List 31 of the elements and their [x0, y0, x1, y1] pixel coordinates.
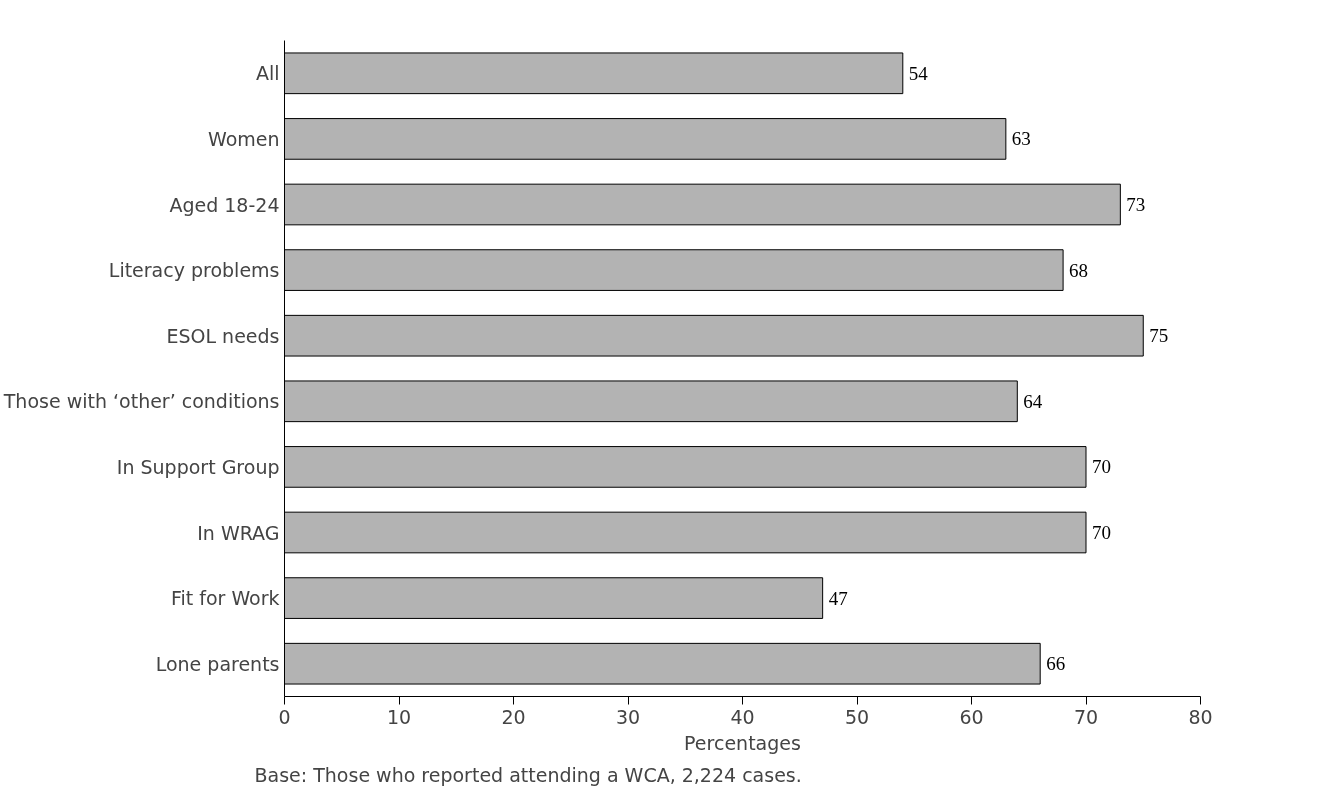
data-label: 75: [1149, 325, 1169, 347]
data-label: 66: [1046, 653, 1066, 675]
y-tick-label: Lone parents: [155, 652, 280, 675]
y-tick-label: Those with ‘other’ conditions: [2, 390, 280, 413]
x-tick-label: 40: [730, 705, 755, 728]
y-tick-label: Aged 18-24: [169, 193, 280, 216]
y-tick-label: Women: [207, 127, 280, 150]
data-label: 68: [1069, 259, 1089, 281]
y-tick-label: ESOL needs: [166, 324, 280, 347]
x-tick-label: 30: [615, 705, 641, 728]
y-tick-label: In Support Group: [116, 455, 280, 478]
x-tick-label: 50: [844, 705, 870, 728]
x-tick-label: 0: [278, 705, 291, 728]
y-tick-label: Literacy problems: [108, 259, 280, 282]
x-axis-title: Percentages: [684, 731, 801, 754]
x-tick-label: 80: [1188, 705, 1213, 728]
x-tick-label: 20: [501, 705, 526, 728]
data-label: 63: [1011, 128, 1031, 150]
data-label: 64: [1023, 390, 1043, 412]
y-tick-label: All: [255, 62, 280, 85]
data-label: 73: [1126, 194, 1146, 215]
data-label: 70: [1092, 522, 1111, 543]
data-label: 47: [828, 587, 848, 609]
text: Base: Those who reported attending a WCA, 2,224 cases.: [254, 763, 802, 786]
y-tick-label: Fit for Work: [170, 587, 280, 610]
x-tick-label: 60: [959, 705, 984, 728]
x-tick-label: 10: [386, 705, 412, 728]
data-label: 54: [908, 62, 929, 84]
x-tick-label: 70: [1073, 705, 1099, 728]
data-label: 70: [1092, 456, 1111, 478]
y-tick-label: In WRAG: [197, 521, 280, 544]
